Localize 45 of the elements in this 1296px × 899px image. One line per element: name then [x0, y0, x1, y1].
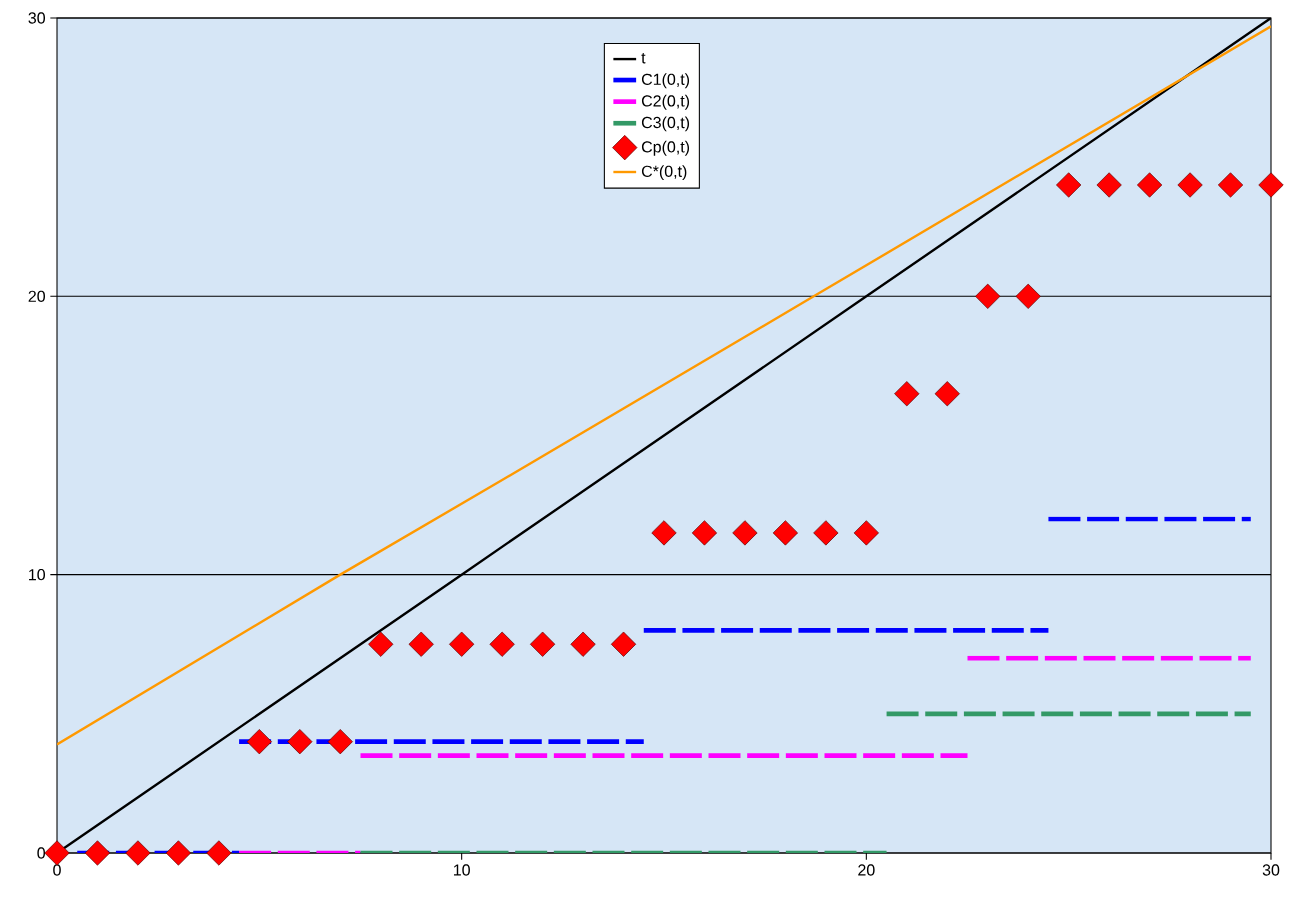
point	[1096, 172, 1122, 198]
point	[327, 729, 353, 755]
x-tick-label: 30	[1262, 864, 1280, 876]
point	[489, 631, 515, 657]
point	[44, 840, 70, 866]
legend-label: C*(0,t)	[641, 165, 687, 181]
point	[894, 381, 920, 407]
point	[1056, 172, 1082, 198]
legend-label: C2(0,t)	[641, 94, 690, 110]
point	[570, 631, 596, 657]
point	[1217, 172, 1244, 198]
x-tick-label: 20	[858, 864, 875, 876]
point	[246, 729, 272, 755]
y-tick-label: 0	[37, 847, 46, 859]
y-tick-label: 10	[29, 568, 46, 581]
x-tick-label: 10	[453, 864, 470, 876]
legend-label: t	[641, 52, 646, 64]
y-tick-label: 30	[28, 12, 46, 24]
y-tick-label: 20	[28, 290, 46, 302]
point	[691, 520, 718, 546]
point	[125, 840, 151, 866]
point	[1177, 172, 1203, 198]
point	[610, 631, 637, 657]
point	[772, 520, 798, 546]
point	[449, 631, 475, 657]
point	[651, 520, 677, 546]
point	[165, 840, 191, 866]
legend-label: Cp(0,t)	[641, 140, 690, 156]
legend-label: C3(0,t)	[641, 116, 690, 132]
point	[408, 631, 434, 657]
point	[1137, 172, 1163, 198]
point	[975, 283, 1001, 309]
point	[368, 631, 394, 657]
point	[287, 729, 313, 755]
point	[813, 520, 839, 546]
point	[530, 631, 556, 657]
point	[732, 520, 758, 546]
point	[934, 381, 960, 407]
point	[853, 520, 879, 546]
x-tick-label: 0	[53, 864, 61, 876]
point	[84, 840, 111, 866]
legend-label: C1(0,t)	[641, 73, 690, 89]
point	[1015, 283, 1041, 309]
point	[1258, 172, 1284, 198]
point	[206, 840, 232, 866]
